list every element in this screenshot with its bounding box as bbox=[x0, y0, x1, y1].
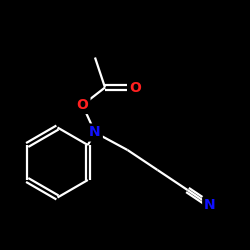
Text: O: O bbox=[129, 80, 141, 94]
Text: N: N bbox=[204, 198, 216, 212]
Text: O: O bbox=[76, 98, 88, 112]
Text: N: N bbox=[89, 126, 101, 140]
